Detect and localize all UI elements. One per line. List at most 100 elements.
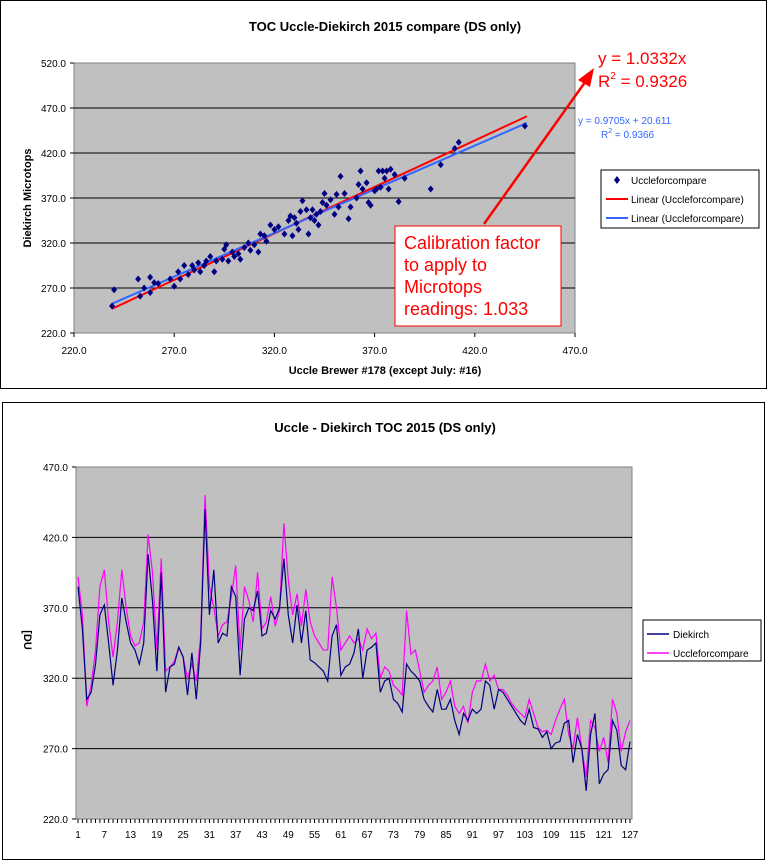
x-tick-label: 55	[309, 830, 321, 841]
y-tick-label: 520.0	[41, 59, 66, 70]
data-point	[401, 174, 408, 182]
data-point	[175, 268, 182, 276]
data-point	[155, 280, 162, 287]
data-point	[195, 259, 202, 267]
red-trend-r2: R2 = 0.9326	[598, 71, 687, 91]
data-point	[309, 206, 316, 214]
legend-item: Diekirch	[673, 630, 709, 641]
data-point	[333, 190, 340, 198]
data-point	[375, 167, 382, 175]
data-point	[251, 241, 258, 249]
chart1-y-label: Diekirch Microtops	[22, 148, 34, 247]
chart2-y-label: [DU	[21, 630, 33, 650]
data-point	[225, 257, 232, 265]
data-point	[275, 223, 282, 231]
data-point	[237, 255, 244, 263]
x-tick-label: 121	[595, 830, 612, 841]
data-point	[297, 208, 304, 215]
x-tick-label: 13	[125, 830, 137, 841]
data-point	[293, 219, 300, 227]
x-tick-label: 73	[388, 830, 400, 841]
data-point	[359, 185, 366, 193]
data-point	[213, 257, 220, 265]
data-point	[235, 250, 242, 258]
data-point	[303, 206, 310, 214]
x-tick-label: 31	[204, 830, 216, 841]
data-point	[241, 244, 248, 251]
red-trend-equation: y = 1.0332x	[598, 49, 687, 68]
x-tick-label: 370.0	[362, 346, 387, 357]
data-point	[109, 302, 116, 310]
data-point	[387, 165, 394, 173]
data-point	[427, 185, 434, 193]
diekirch-series-line	[77, 509, 631, 791]
x-tick-label: 220.0	[61, 346, 86, 357]
y-tick-label: 270.0	[41, 284, 66, 295]
data-point	[245, 239, 252, 247]
data-point	[379, 167, 386, 175]
y-tick-label: 420.0	[41, 149, 66, 160]
data-point	[267, 221, 274, 229]
blue-trend-r2: R2 = 0.9366	[601, 128, 655, 141]
x-tick-label: 67	[362, 830, 374, 841]
data-point	[455, 138, 462, 146]
chart1-legend: Uccleforcompare Linear (Uccleforcompare)…	[600, 169, 760, 229]
data-point	[327, 196, 334, 204]
x-tick-label: 85	[440, 830, 452, 841]
data-point	[305, 230, 312, 238]
calibration-callout	[394, 225, 562, 327]
data-point	[203, 257, 210, 265]
x-tick-label: 320.0	[262, 346, 287, 357]
data-point	[323, 201, 330, 209]
data-point	[171, 282, 178, 290]
x-tick-label: 97	[493, 830, 505, 841]
data-point	[135, 275, 142, 283]
data-point	[391, 171, 398, 179]
x-tick-label: 1	[75, 830, 81, 841]
data-point	[363, 179, 370, 187]
data-point	[231, 253, 238, 260]
data-point	[111, 286, 118, 294]
diamond-marker-icon	[614, 176, 620, 184]
data-point	[345, 215, 352, 223]
x-tick-label: 19	[151, 830, 163, 841]
data-point	[353, 194, 360, 202]
y-tick-label: 220.0	[41, 329, 66, 340]
data-point	[151, 279, 158, 287]
data-point	[341, 190, 348, 197]
data-point	[317, 208, 324, 215]
x-tick-label: 79	[414, 830, 426, 841]
data-point	[331, 210, 338, 218]
data-point	[211, 268, 218, 276]
y-tick-label: 270.0	[43, 745, 68, 756]
x-tick-label: 270.0	[162, 346, 187, 357]
data-point	[307, 214, 314, 222]
data-point	[381, 174, 388, 182]
y-tick-label: 220.0	[43, 815, 68, 826]
y-tick-label: 370.0	[43, 604, 68, 615]
x-tick-label: 109	[543, 830, 560, 841]
data-point	[357, 167, 364, 175]
data-point	[281, 230, 288, 238]
data-point	[335, 203, 342, 211]
data-point	[223, 241, 230, 249]
data-point	[271, 226, 278, 233]
data-point	[437, 161, 444, 169]
data-point	[395, 198, 402, 206]
x-tick-label: 7	[102, 830, 108, 841]
data-point	[185, 271, 192, 278]
data-point	[451, 145, 458, 152]
data-point	[321, 190, 328, 197]
data-point	[299, 197, 306, 205]
data-point	[261, 232, 268, 240]
data-point	[385, 185, 392, 193]
data-point	[311, 217, 318, 224]
data-point	[167, 275, 174, 283]
data-point	[291, 214, 298, 222]
legend-item: Uccleforcompare	[631, 176, 707, 187]
data-point	[377, 183, 384, 191]
data-point	[177, 275, 184, 283]
x-tick-label: 115	[569, 830, 585, 841]
